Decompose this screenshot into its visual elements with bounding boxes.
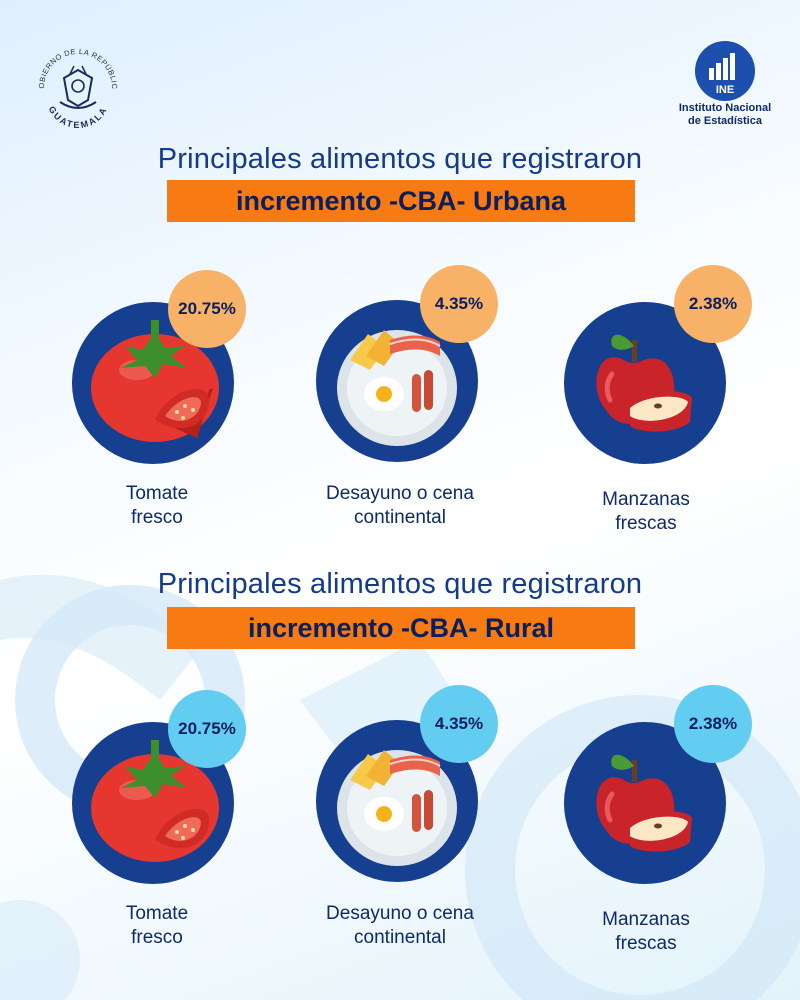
percent-badge: 20.75% (168, 690, 246, 768)
food-label: Manzanas frescas (602, 489, 690, 534)
ine-name-line1: Instituto Nacional (678, 102, 772, 114)
food-label: Desayuno o cena continental (326, 903, 474, 948)
government-seal: GOBIERNO DE LA REPÚBLICA GUATEMALA (27, 33, 126, 136)
section-heading-rural: Principales alimentos que registraron (157, 568, 643, 600)
seal-text-top: GOBIERNO DE LA REPÚBLICA (27, 33, 119, 90)
percent-badge: 2.38% (674, 265, 752, 343)
tomato-icon (91, 320, 219, 442)
coat-of-arms-icon (59, 65, 97, 109)
food-label: Manzanas frescas (602, 909, 690, 954)
breakfast-plate-icon (337, 330, 457, 446)
food-label: Tomate fresco (125, 483, 189, 528)
ine-logo: INE Instituto Nacional de Estadística (670, 40, 780, 135)
food-item-apple-urbana: 2.38% Manzanas frescas (526, 265, 766, 540)
tomato-icon (91, 740, 219, 862)
food-item-tomato-urbana: 20.75% Tomate fresco (37, 270, 277, 540)
breakfast-plate-icon (337, 750, 457, 866)
apple-icon (596, 754, 692, 852)
apple-icon (596, 334, 692, 432)
food-item-apple-rural: 2.38% Manzanas frescas (526, 685, 766, 960)
banner-rural: incremento -CBA- Rural (167, 607, 635, 649)
percent-badge: 4.35% (420, 265, 498, 343)
ine-abbrev: INE (716, 84, 734, 96)
percent-badge: 2.38% (674, 685, 752, 763)
food-item-breakfast-urbana: 4.35% Desayuno o cena continental (280, 265, 520, 540)
svg-text:GOBIERNO DE LA REPÚBLICA: GOBIERNO DE LA REPÚBLICA (30, 40, 119, 90)
percent-badge: 20.75% (168, 270, 246, 348)
food-label: Desayuno o cena continental (326, 483, 474, 528)
food-item-breakfast-rural: 4.35% Desayuno o cena continental (280, 685, 520, 960)
food-item-tomato-rural: 20.75% Tomate fresco (37, 690, 277, 960)
banner-urbana: incremento -CBA- Urbana (167, 180, 635, 222)
section-heading-urbana: Principales alimentos que registraron (157, 143, 643, 175)
food-label: Tomate fresco (125, 903, 189, 948)
ine-chart-icon: INE (695, 41, 755, 101)
ine-name-line2: de Estadística (688, 115, 762, 127)
percent-badge: 4.35% (420, 685, 498, 763)
